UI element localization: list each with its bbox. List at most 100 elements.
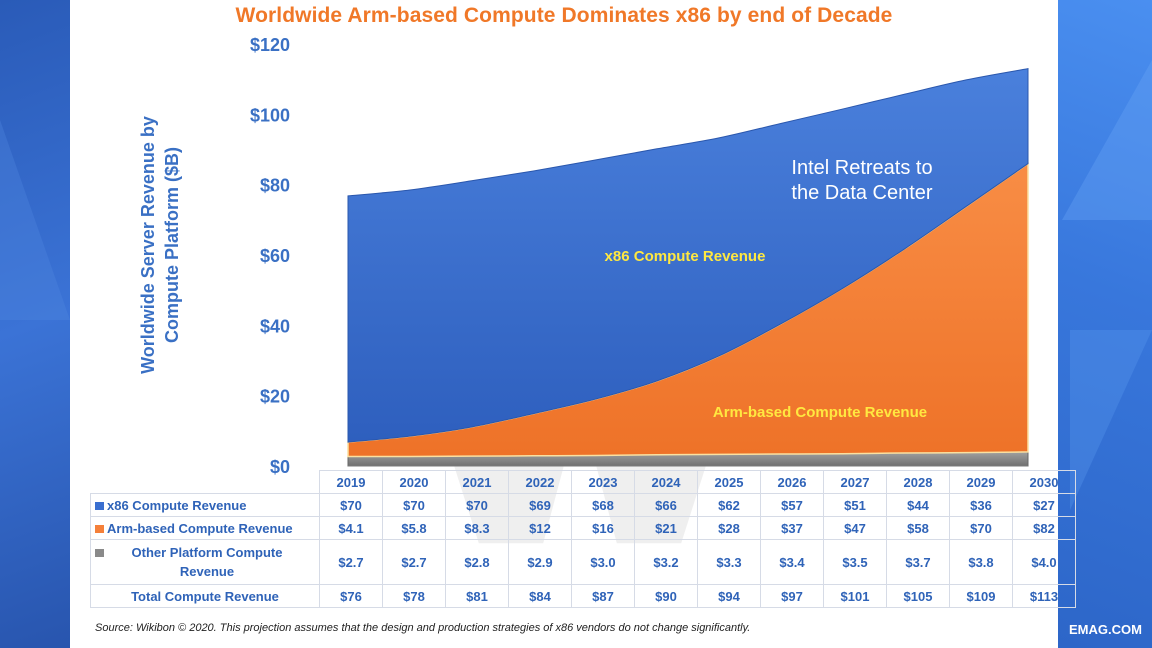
table-year-header: 2027 xyxy=(823,470,887,494)
table-year-header: 2022 xyxy=(508,470,572,494)
brand-watermark: EMAG.COM xyxy=(1069,622,1142,637)
table-cell: $68 xyxy=(571,493,635,517)
table-row: Arm-based Compute Revenue $4.1 $5.8 $8.3 $1… xyxy=(90,516,1076,540)
table-cell: $12 xyxy=(508,516,572,540)
table-cell: $4.1 xyxy=(319,516,383,540)
chart-title: Worldwide Arm-based Compute Dominates x8… xyxy=(235,4,893,27)
arm-area-label: Arm-based Compute Revenue xyxy=(712,404,928,421)
chart-areas xyxy=(347,68,1029,467)
table-cell: $36 xyxy=(949,493,1013,517)
table-cell: $109 xyxy=(949,584,1013,608)
x86-area xyxy=(347,68,1029,443)
table-cell: $2.8 xyxy=(445,539,509,585)
table-header-row: 2019 2020 2021 2022 2023 2024 2025 2026 2027 2028… xyxy=(91,470,1076,494)
table-cell: $3.2 xyxy=(634,539,698,585)
row-label-text-line1: Other Platform Compute xyxy=(131,545,283,560)
table-row: x86 Compute Revenue $70 $70 $70 $69 $68 $66 $6… xyxy=(90,493,1076,517)
y-tick-label: $60 xyxy=(260,246,290,266)
table-cell: $76 xyxy=(319,584,383,608)
table-cell: $28 xyxy=(697,516,761,540)
table-cell: $44 xyxy=(886,493,950,517)
other-swatch-icon xyxy=(95,549,104,557)
table-year-header: 2029 xyxy=(949,470,1013,494)
table-cell: $2.9 xyxy=(508,539,572,585)
table-cell: $51 xyxy=(823,493,887,517)
data-table: 2019 2020 2021 2022 2023 2024 2025 2026 2027 2028… xyxy=(90,470,1076,608)
table-cell: $101 xyxy=(823,584,887,608)
table-corner xyxy=(91,471,320,494)
row-label-text: Arm-based Compute Revenue xyxy=(107,520,293,536)
intel-annotation-line2: the Data Center xyxy=(791,182,933,204)
table-cell: $21 xyxy=(634,516,698,540)
row-label-x86: x86 Compute Revenue xyxy=(90,493,320,517)
table-cell: $4.0 xyxy=(1012,539,1076,585)
table-row: Other Platform Compute Revenue $2.7 $2.7 $2… xyxy=(90,539,1076,585)
table-cell: $70 xyxy=(445,493,509,517)
table-cell: $3.5 xyxy=(823,539,887,585)
table-year-header: 2028 xyxy=(886,470,950,494)
row-label-arm: Arm-based Compute Revenue xyxy=(90,516,320,540)
y-tick-label: $100 xyxy=(250,105,290,125)
table-year-header: 2023 xyxy=(571,470,635,494)
table-cell: $97 xyxy=(760,584,824,608)
table-year-header: 2030 xyxy=(1012,470,1076,494)
table-cell: $3.7 xyxy=(886,539,950,585)
background-left-band xyxy=(0,0,70,648)
y-tick-label: $40 xyxy=(260,316,290,336)
table-cell: $87 xyxy=(571,584,635,608)
table-cell: $16 xyxy=(571,516,635,540)
table-year-header: 2026 xyxy=(760,470,824,494)
table-year-header: 2025 xyxy=(697,470,761,494)
table-cell: $37 xyxy=(760,516,824,540)
table-cell: $2.7 xyxy=(319,539,383,585)
table-year-header: 2020 xyxy=(382,470,446,494)
table-cell: $8.3 xyxy=(445,516,509,540)
x86-swatch-icon xyxy=(95,501,104,510)
intel-annotation-line1: Intel Retreats to xyxy=(791,157,933,179)
x86-area-label: x86 Compute Revenue xyxy=(604,248,766,265)
y-axis-ticks: $0 $20 $40 $60 $80 $100 $120 xyxy=(250,35,290,477)
source-note: Source: Wikibon © 2020. This projection … xyxy=(95,622,751,634)
table-cell: $3.0 xyxy=(571,539,635,585)
table-cell: $94 xyxy=(697,584,761,608)
table-cell: $3.4 xyxy=(760,539,824,585)
table-cell: $78 xyxy=(382,584,446,608)
table-cell: $105 xyxy=(886,584,950,608)
table-cell: $70 xyxy=(382,493,446,517)
table-cell: $90 xyxy=(634,584,698,608)
table-cell: $69 xyxy=(508,493,572,517)
background-facet xyxy=(0,120,70,320)
table-cell: $82 xyxy=(1012,516,1076,540)
table-year-header: 2024 xyxy=(634,470,698,494)
y-tick-label: $0 xyxy=(270,457,290,477)
table-row: Total Compute Revenue $76 $78 $81 $84 $87 $90… xyxy=(90,584,1076,608)
table-cell: $70 xyxy=(319,493,383,517)
table-cell: $5.8 xyxy=(382,516,446,540)
table-cell: $47 xyxy=(823,516,887,540)
table-cell: $3.8 xyxy=(949,539,1013,585)
table-cell: $3.3 xyxy=(697,539,761,585)
table-cell: $84 xyxy=(508,584,572,608)
table-year-header: 2021 xyxy=(445,470,509,494)
row-label-other: Other Platform Compute Revenue xyxy=(90,539,320,585)
table-year-header: 2019 xyxy=(319,470,383,494)
table-cell: $66 xyxy=(634,493,698,517)
row-label-text-line2: Revenue xyxy=(179,564,235,579)
table-cell: $81 xyxy=(445,584,509,608)
background-facet xyxy=(1070,330,1152,510)
intel-annotation: Intel Retreats to the Data Center xyxy=(774,156,950,206)
table-cell: $62 xyxy=(697,493,761,517)
row-label-text: x86 Compute Revenue xyxy=(107,497,247,513)
table-cell: $57 xyxy=(760,493,824,517)
y-tick-label: $20 xyxy=(260,387,290,407)
table-cell: $58 xyxy=(886,516,950,540)
table-cell: $27 xyxy=(1012,493,1076,517)
row-label-total: Total Compute Revenue xyxy=(90,584,320,608)
arm-swatch-icon xyxy=(95,524,104,533)
background-facet xyxy=(1062,60,1152,220)
table-cell: $113 xyxy=(1012,584,1076,608)
table-cell: $70 xyxy=(949,516,1013,540)
y-tick-label: $120 xyxy=(250,35,290,55)
y-tick-label: $80 xyxy=(260,176,290,196)
